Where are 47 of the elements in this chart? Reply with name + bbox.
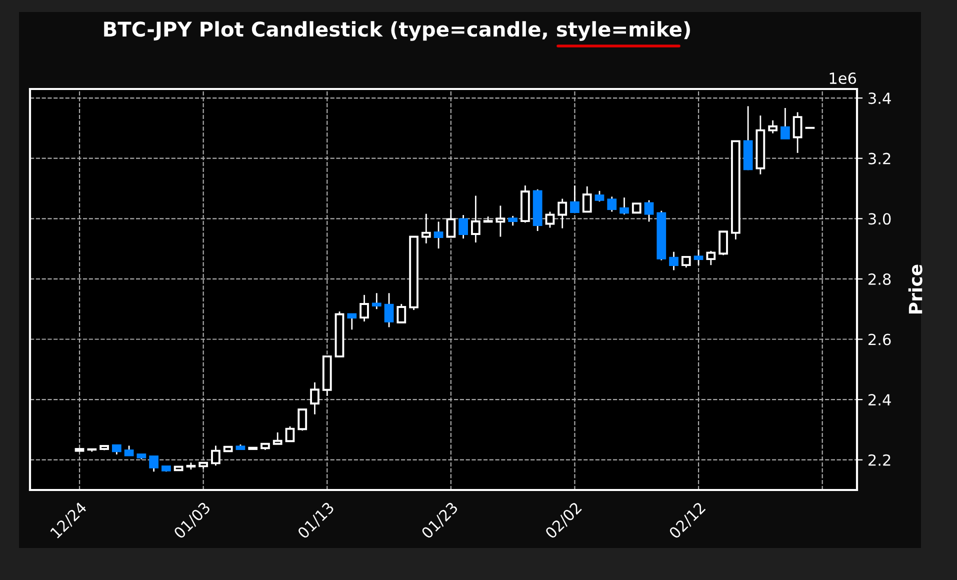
chart-title: BTC-JPY Plot Candlestick (type=candle, style=mike): [104, 21, 690, 41]
candlestick: [681, 256, 691, 268]
candlestick: [347, 313, 357, 330]
y-tick-label: 2.8: [868, 273, 891, 285]
candlestick: [471, 195, 480, 244]
candlestick: [508, 215, 518, 226]
y-tick-label: 2.6: [868, 334, 891, 346]
candlestick: [384, 292, 394, 328]
candlestick: [421, 213, 431, 244]
y-tick-label: 3.2: [868, 152, 890, 164]
candlestick: [545, 211, 555, 228]
candlestick: [558, 198, 568, 229]
candlestick: [211, 444, 220, 466]
text: 1e6: [830, 72, 856, 84]
y-tick-label: 2.2: [868, 454, 890, 466]
candlestick: [694, 248, 704, 266]
y-tick-label: 3.0: [868, 213, 891, 225]
candlestick: [149, 455, 158, 472]
candlestick: [446, 208, 456, 238]
candlestick: [669, 251, 678, 271]
candlestick: [272, 432, 282, 445]
y-tick-label: 3.4: [868, 92, 891, 104]
y-tick-label: 2.4: [868, 394, 891, 406]
candlestick: [310, 382, 320, 416]
candlestick: [607, 196, 617, 212]
candlestick: [124, 444, 134, 456]
candlestick: [632, 202, 642, 214]
candlestick: [706, 250, 716, 266]
candlestick: [458, 214, 468, 240]
candlestick: [496, 204, 506, 238]
candlestick: [582, 186, 592, 213]
candlestick: [372, 292, 382, 310]
candlestick: [620, 196, 629, 216]
candlestick: [570, 184, 580, 214]
candlestick: [644, 200, 654, 222]
candlestick: [792, 112, 802, 154]
candlestick: [768, 120, 778, 134]
candlestick: [780, 107, 790, 140]
y-axis-title: Price: [908, 264, 922, 314]
candlestick: [718, 230, 728, 256]
candlestick: [360, 294, 369, 322]
candlestick: [112, 444, 122, 456]
candlestick: [396, 303, 406, 324]
candlestick: [594, 190, 604, 202]
candlestick: [285, 426, 295, 442]
candlestick: [298, 408, 308, 432]
candlestick: [434, 220, 444, 250]
